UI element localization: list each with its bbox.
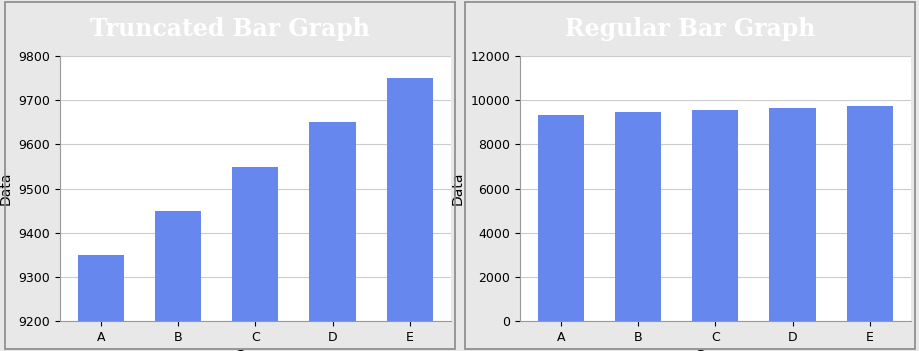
Bar [614,112,661,321]
X-axis label: Group: Group [233,350,277,351]
Bar [154,211,201,351]
X-axis label: Group: Group [693,350,736,351]
Bar [77,255,124,351]
Bar [691,110,738,321]
Bar [309,122,356,351]
Bar [232,167,278,351]
Text: Regular Bar Graph: Regular Bar Graph [564,17,814,41]
Bar [537,115,584,321]
Bar [768,108,815,321]
Bar [386,78,433,351]
Y-axis label: Data: Data [450,172,464,205]
Text: Truncated Bar Graph: Truncated Bar Graph [90,17,369,41]
Y-axis label: Data: Data [0,172,13,205]
Bar [845,106,892,321]
